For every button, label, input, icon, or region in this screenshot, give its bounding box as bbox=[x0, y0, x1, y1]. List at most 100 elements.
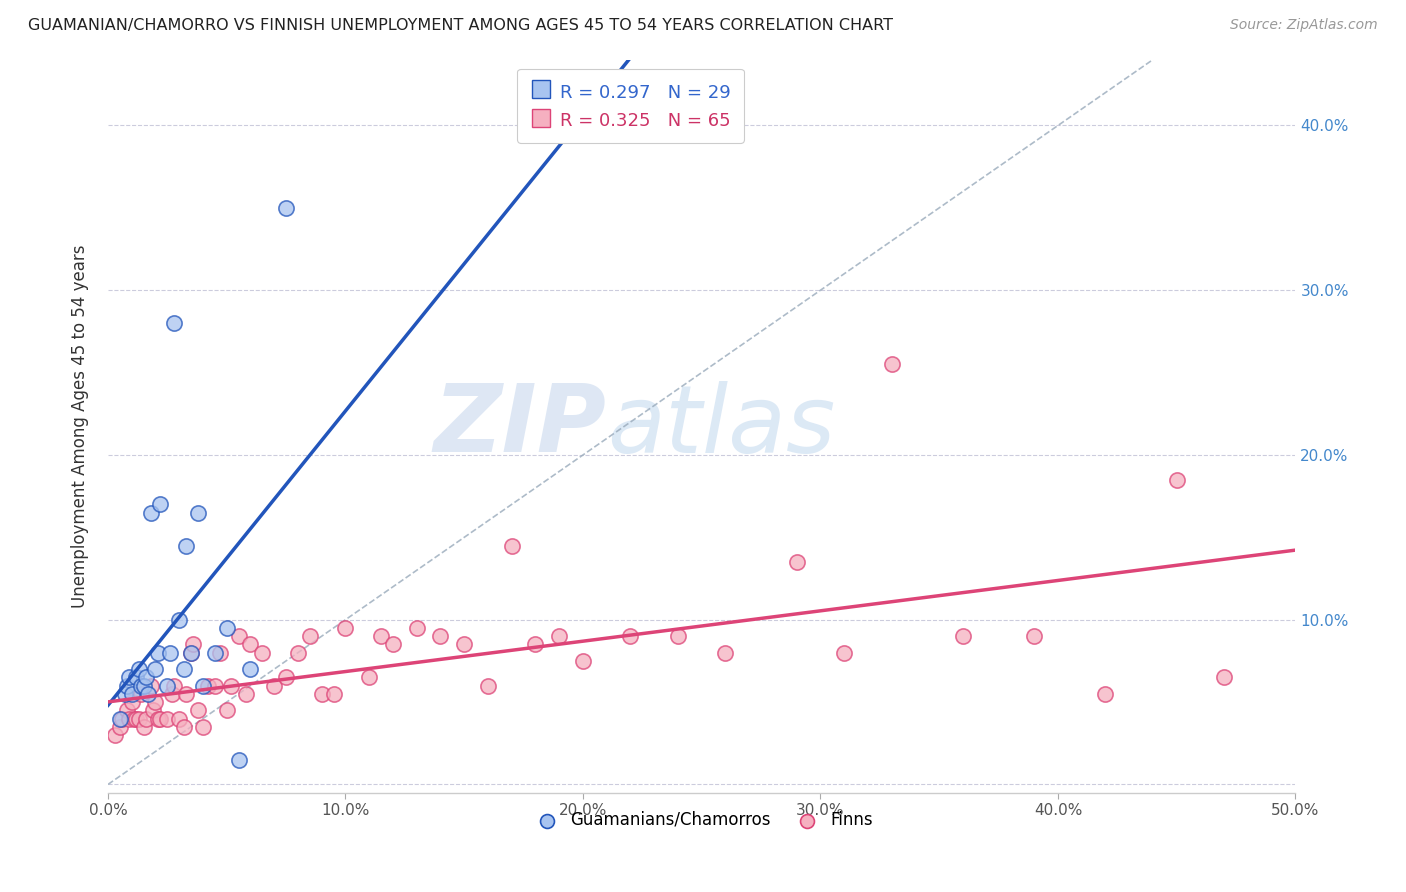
Point bbox=[786, 555, 808, 569]
Point bbox=[176, 539, 198, 553]
Point bbox=[572, 654, 595, 668]
Point bbox=[239, 637, 262, 651]
Point bbox=[405, 621, 427, 635]
Point bbox=[382, 637, 405, 651]
Point bbox=[311, 687, 333, 701]
Point bbox=[115, 679, 138, 693]
Point bbox=[180, 646, 202, 660]
Point bbox=[159, 646, 181, 660]
Point bbox=[138, 687, 160, 701]
Point bbox=[208, 646, 231, 660]
Point bbox=[880, 357, 903, 371]
Y-axis label: Unemployment Among Ages 45 to 54 years: Unemployment Among Ages 45 to 54 years bbox=[72, 244, 89, 607]
Point bbox=[146, 646, 169, 660]
Point bbox=[145, 695, 167, 709]
Point bbox=[149, 712, 172, 726]
Point bbox=[335, 621, 357, 635]
Point bbox=[128, 712, 150, 726]
Point bbox=[1024, 629, 1046, 643]
Point bbox=[359, 670, 381, 684]
Point bbox=[1094, 687, 1116, 701]
Point bbox=[252, 646, 274, 660]
Point bbox=[187, 506, 209, 520]
Point bbox=[132, 679, 155, 693]
Point bbox=[114, 687, 136, 701]
Point bbox=[714, 646, 737, 660]
Point bbox=[548, 629, 571, 643]
Point bbox=[108, 720, 131, 734]
Point bbox=[187, 703, 209, 717]
Point bbox=[263, 679, 285, 693]
Text: atlas: atlas bbox=[607, 381, 835, 472]
Point bbox=[274, 670, 297, 684]
Point bbox=[121, 695, 143, 709]
Point bbox=[235, 687, 257, 701]
Point bbox=[453, 637, 475, 651]
Point bbox=[501, 539, 523, 553]
Point bbox=[146, 712, 169, 726]
Point bbox=[121, 687, 143, 701]
Point bbox=[197, 679, 219, 693]
Point bbox=[149, 497, 172, 511]
Point bbox=[287, 646, 309, 660]
Point bbox=[524, 637, 547, 651]
Point bbox=[115, 703, 138, 717]
Point bbox=[128, 662, 150, 676]
Point bbox=[132, 720, 155, 734]
Point bbox=[104, 728, 127, 742]
Point bbox=[125, 712, 148, 726]
Point bbox=[156, 679, 179, 693]
Point bbox=[156, 712, 179, 726]
Point bbox=[1213, 670, 1236, 684]
Point bbox=[139, 679, 162, 693]
Point bbox=[135, 712, 157, 726]
Point bbox=[952, 629, 974, 643]
Point bbox=[183, 637, 205, 651]
Point bbox=[228, 629, 250, 643]
Point bbox=[139, 506, 162, 520]
Point bbox=[129, 687, 152, 701]
Point bbox=[135, 670, 157, 684]
Point bbox=[215, 621, 238, 635]
Point bbox=[619, 629, 641, 643]
Point bbox=[477, 679, 499, 693]
Point bbox=[173, 662, 195, 676]
Point bbox=[180, 646, 202, 660]
Point bbox=[215, 703, 238, 717]
Point bbox=[370, 629, 392, 643]
Point bbox=[191, 720, 214, 734]
Point bbox=[122, 712, 145, 726]
Point bbox=[167, 712, 190, 726]
Text: GUAMANIAN/CHAMORRO VS FINNISH UNEMPLOYMENT AMONG AGES 45 TO 54 YEARS CORRELATION: GUAMANIAN/CHAMORRO VS FINNISH UNEMPLOYME… bbox=[28, 18, 893, 33]
Point bbox=[108, 712, 131, 726]
Point bbox=[1166, 473, 1188, 487]
Point bbox=[191, 679, 214, 693]
Point bbox=[173, 720, 195, 734]
Legend: Guamanians/Chamorros, Finns: Guamanians/Chamorros, Finns bbox=[523, 805, 880, 836]
Point bbox=[129, 679, 152, 693]
Point bbox=[118, 670, 141, 684]
Point bbox=[163, 679, 186, 693]
Point bbox=[228, 753, 250, 767]
Point bbox=[239, 662, 262, 676]
Point bbox=[221, 679, 243, 693]
Point bbox=[666, 629, 689, 643]
Point bbox=[204, 679, 226, 693]
Point bbox=[118, 712, 141, 726]
Point bbox=[274, 201, 297, 215]
Point bbox=[163, 316, 186, 330]
Point bbox=[145, 662, 167, 676]
Text: Source: ZipAtlas.com: Source: ZipAtlas.com bbox=[1230, 18, 1378, 32]
Point bbox=[832, 646, 855, 660]
Point bbox=[176, 687, 198, 701]
Point bbox=[111, 712, 134, 726]
Text: ZIP: ZIP bbox=[434, 380, 607, 472]
Point bbox=[167, 613, 190, 627]
Point bbox=[125, 670, 148, 684]
Point bbox=[204, 646, 226, 660]
Point bbox=[298, 629, 321, 643]
Point bbox=[142, 703, 165, 717]
Point bbox=[429, 629, 451, 643]
Point bbox=[322, 687, 344, 701]
Point bbox=[160, 687, 183, 701]
